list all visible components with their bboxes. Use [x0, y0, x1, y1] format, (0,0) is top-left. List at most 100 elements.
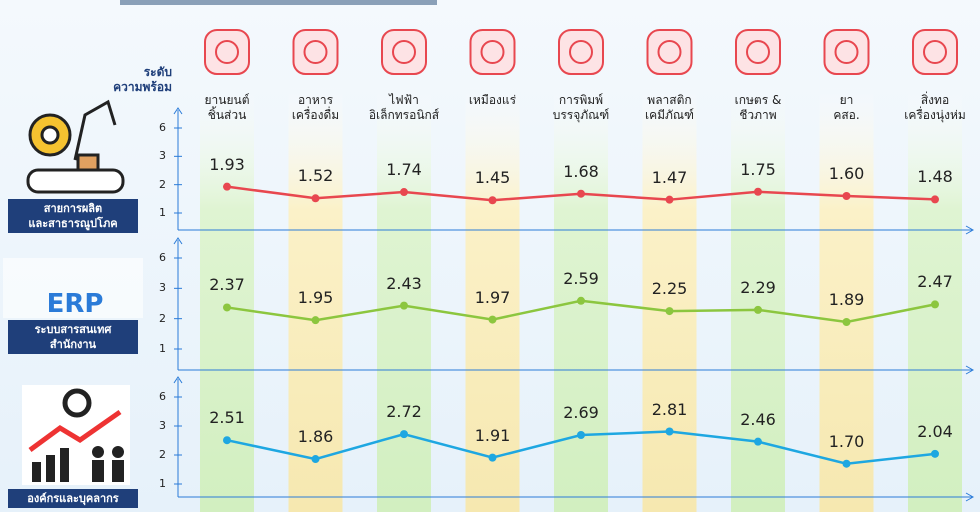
point: [311, 455, 320, 464]
point: [842, 318, 851, 327]
y-axis-arrow: [173, 376, 183, 384]
data-label: 1.68: [563, 161, 599, 181]
y-tick-label: 3: [159, 281, 166, 295]
y-tick-label: 3: [159, 419, 166, 432]
data-label: 2.04: [917, 421, 953, 441]
category-label: พลาสติก เคมีภัณฑ์: [644, 93, 695, 122]
panel-title: องค์กรและบุคลากร: [8, 489, 138, 508]
category-label: ยา คสอ.: [833, 93, 860, 122]
data-label: 1.74: [386, 160, 422, 180]
y-tick-label: 6: [159, 390, 166, 403]
category-icon-glyph: [480, 40, 505, 64]
point: [577, 189, 585, 198]
y-axis-label: ระดับ ความพร้อม: [113, 65, 172, 94]
column-stripe: [819, 80, 874, 512]
data-label: 1.45: [474, 168, 511, 188]
data-label: 2.72: [386, 402, 422, 422]
banner: [120, 0, 437, 5]
point: [311, 316, 320, 325]
category-icon: [292, 29, 339, 75]
category-label: อาหาร เครื่องดื่ม: [291, 93, 340, 122]
column-stripe: [377, 80, 431, 512]
column-stripes: [200, 80, 962, 512]
point: [488, 196, 497, 205]
column-stripe: [908, 80, 962, 512]
data-label: 1.86: [297, 427, 334, 447]
point: [842, 192, 851, 200]
panel-title: ระบบสารสนเทศ สำนักงาน: [8, 320, 138, 354]
point: [754, 305, 762, 314]
category-icon-glyph: [834, 40, 859, 64]
point: [223, 436, 231, 445]
point: [754, 187, 762, 196]
data-label: 2.29: [740, 277, 776, 297]
y-tick-label: 2: [159, 311, 166, 325]
category-icon: [204, 29, 250, 75]
point: [665, 427, 674, 436]
data-label: 1.91: [474, 425, 511, 445]
column-stripe: [200, 80, 254, 512]
category-icon: [469, 29, 516, 75]
data-label: 2.51: [209, 408, 245, 428]
point: [842, 459, 851, 468]
data-label: 2.46: [740, 409, 776, 429]
point: [311, 194, 320, 203]
point: [577, 296, 585, 305]
x-axis-arrow: [965, 225, 975, 235]
category-label: เหมืองแร่: [468, 93, 517, 107]
point: [754, 437, 762, 446]
category-icon: [823, 29, 870, 75]
point: [223, 182, 231, 191]
category-icon-glyph: [569, 40, 593, 64]
data-label: 1.93: [209, 154, 245, 174]
x-axis-arrow: [965, 492, 975, 502]
point: [488, 453, 497, 462]
data-label: 1.95: [297, 288, 334, 308]
data-label: 2.47: [917, 272, 953, 292]
category-label: การพิมพ์ บรรจุภัณฑ์: [552, 93, 610, 122]
category-label: สิ่งทอ เครื่องนุ่งห่ม: [904, 93, 966, 122]
category-icon-glyph: [303, 40, 328, 64]
column-stripe: [288, 80, 343, 512]
data-label: 1.60: [828, 164, 865, 183]
y-tick-label: 2: [159, 177, 166, 191]
point: [931, 195, 939, 204]
data-label: 2.25: [651, 279, 688, 299]
y-tick-label: 6: [159, 251, 166, 264]
people-icon: [22, 385, 130, 485]
y-tick-label: 3: [159, 149, 166, 163]
category-icon: [735, 29, 781, 75]
category-icon: [558, 29, 604, 75]
data-label: 1.89: [828, 290, 865, 309]
panel-title: สายการผลิต และสาธารณูปโภค: [8, 199, 138, 233]
point: [931, 300, 939, 309]
data-label: 1.52: [297, 166, 334, 186]
point: [931, 449, 939, 458]
point: [223, 303, 231, 312]
point: [665, 307, 674, 316]
point: [400, 188, 408, 197]
point: [400, 301, 408, 310]
point: [400, 430, 408, 439]
category-icon: [646, 29, 693, 75]
data-label: 2.81: [651, 399, 688, 419]
x-axis-arrow: [965, 365, 975, 375]
column-stripe: [554, 80, 608, 512]
svg-text:ERP: ERP: [47, 289, 104, 319]
category-icon-glyph: [923, 40, 947, 64]
column-stripe: [465, 80, 520, 512]
data-label: 1.48: [917, 167, 953, 187]
y-tick-label: 1: [159, 342, 166, 355]
category-icon-glyph: [215, 40, 239, 64]
y-axis-arrow: [173, 237, 183, 245]
point: [665, 195, 674, 204]
data-label: 2.69: [563, 402, 599, 422]
category-icon: [912, 29, 958, 75]
category-icon-glyph: [746, 40, 770, 64]
category-label: ยานยนต์ ชิ้นส่วน: [204, 93, 250, 122]
erp-icon: ERP: [3, 258, 143, 319]
y-axis-arrow: [173, 107, 183, 115]
data-label: 1.70: [828, 431, 865, 451]
